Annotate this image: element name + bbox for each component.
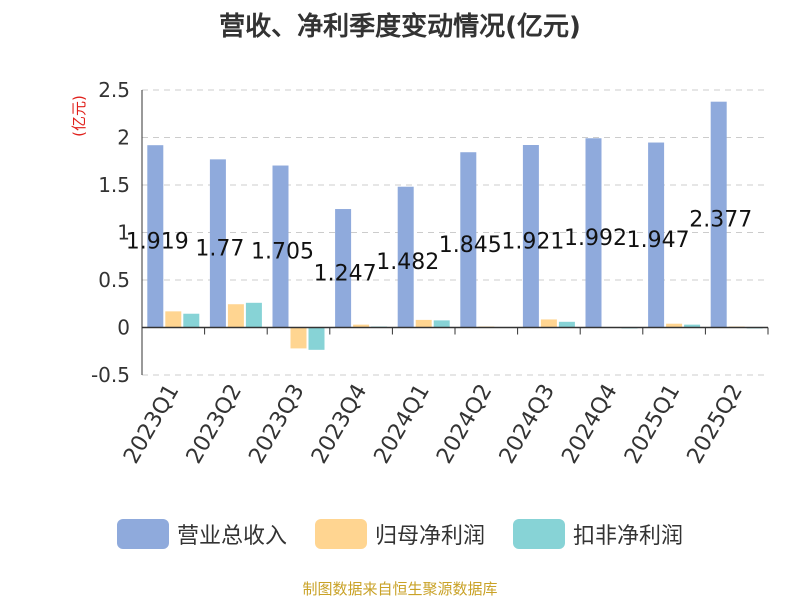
bar-revenue <box>397 186 414 328</box>
data-label: 1.992 <box>564 226 627 251</box>
bar-deducted-net-profit <box>433 320 450 328</box>
x-tick-label: 2024Q4 <box>557 380 622 468</box>
bar-revenue <box>522 145 539 328</box>
bar-net-profit <box>415 319 432 328</box>
bar-net-profit <box>227 304 244 328</box>
bar-net-profit <box>290 327 307 349</box>
bar-revenue <box>710 101 727 328</box>
x-tick-label: 2024Q2 <box>432 380 497 468</box>
data-label: 1.921 <box>501 229 564 254</box>
legend: 营业总收入 归母净利润 扣非净利润 <box>0 518 800 550</box>
data-label: 2.377 <box>689 208 752 233</box>
bar-revenue <box>460 152 477 328</box>
bar-revenue <box>585 138 602 328</box>
bar-deducted-net-profit <box>558 321 575 328</box>
bar-deducted-net-profit <box>183 313 200 328</box>
y-tick-label: 2.5 <box>98 78 130 102</box>
data-label: 1.947 <box>627 228 690 253</box>
x-tick-label: 2023Q3 <box>244 380 309 468</box>
bars-layer <box>147 101 763 350</box>
y-tick-label: 1.5 <box>98 173 130 197</box>
chart-title: 营收、净利季度变动情况(亿元) <box>219 12 581 42</box>
x-tick-label: 2025Q2 <box>683 380 748 468</box>
legend-item-revenue[interactable]: 营业总收入 <box>116 518 287 550</box>
bar-net-profit <box>540 319 557 328</box>
x-tick-label: 2024Q3 <box>495 380 560 468</box>
y-tick-label: 0.5 <box>98 268 130 292</box>
legend-swatch-net-profit <box>314 519 367 549</box>
bar-revenue <box>648 142 665 328</box>
bar-deducted-net-profit <box>245 302 262 328</box>
data-label: 1.919 <box>126 229 189 254</box>
y-tick-label: -0.5 <box>91 363 130 387</box>
x-tick-label: 2024Q1 <box>370 380 435 468</box>
legend-item-net-profit[interactable]: 归母净利润 <box>314 518 485 550</box>
legend-item-deducted-net-profit[interactable]: 扣非净利润 <box>513 518 683 550</box>
bar-net-profit <box>165 311 182 328</box>
data-label: 1.77 <box>195 236 244 261</box>
legend-swatch-deducted-net-profit <box>513 519 565 549</box>
legend-label-net-profit: 归母净利润 <box>374 524 485 549</box>
data-label: 1.482 <box>376 250 439 275</box>
y-tick-label: 0 <box>117 316 130 340</box>
x-tick-label: 2023Q1 <box>119 380 184 468</box>
bar-net-profit <box>353 324 370 328</box>
bar-deducted-net-profit <box>684 324 701 328</box>
bar-revenue <box>272 165 289 328</box>
bar-revenue <box>335 209 352 328</box>
y-tick-label: 1 <box>117 221 130 245</box>
legend-label-revenue: 营业总收入 <box>176 524 287 549</box>
bar-deducted-net-profit <box>308 327 325 350</box>
data-label: 1.845 <box>439 233 502 258</box>
y-tick-label: 2 <box>117 126 130 150</box>
legend-swatch-revenue <box>116 519 169 549</box>
data-label: 1.705 <box>251 240 314 265</box>
legend-label-deducted-net-profit: 扣非净利润 <box>573 524 684 549</box>
bar-net-profit <box>666 323 683 328</box>
source-text: 制图数据来自恒生聚源数据库 <box>302 580 498 598</box>
bar-revenue <box>147 145 164 328</box>
x-tick-label: 2023Q2 <box>182 380 247 468</box>
x-tick-label: 2025Q1 <box>620 380 685 468</box>
bar-revenue <box>209 159 226 328</box>
data-label: 1.247 <box>314 261 377 286</box>
y-axis-label: (亿元) <box>70 95 88 137</box>
x-tick-label: 2023Q4 <box>307 380 372 468</box>
